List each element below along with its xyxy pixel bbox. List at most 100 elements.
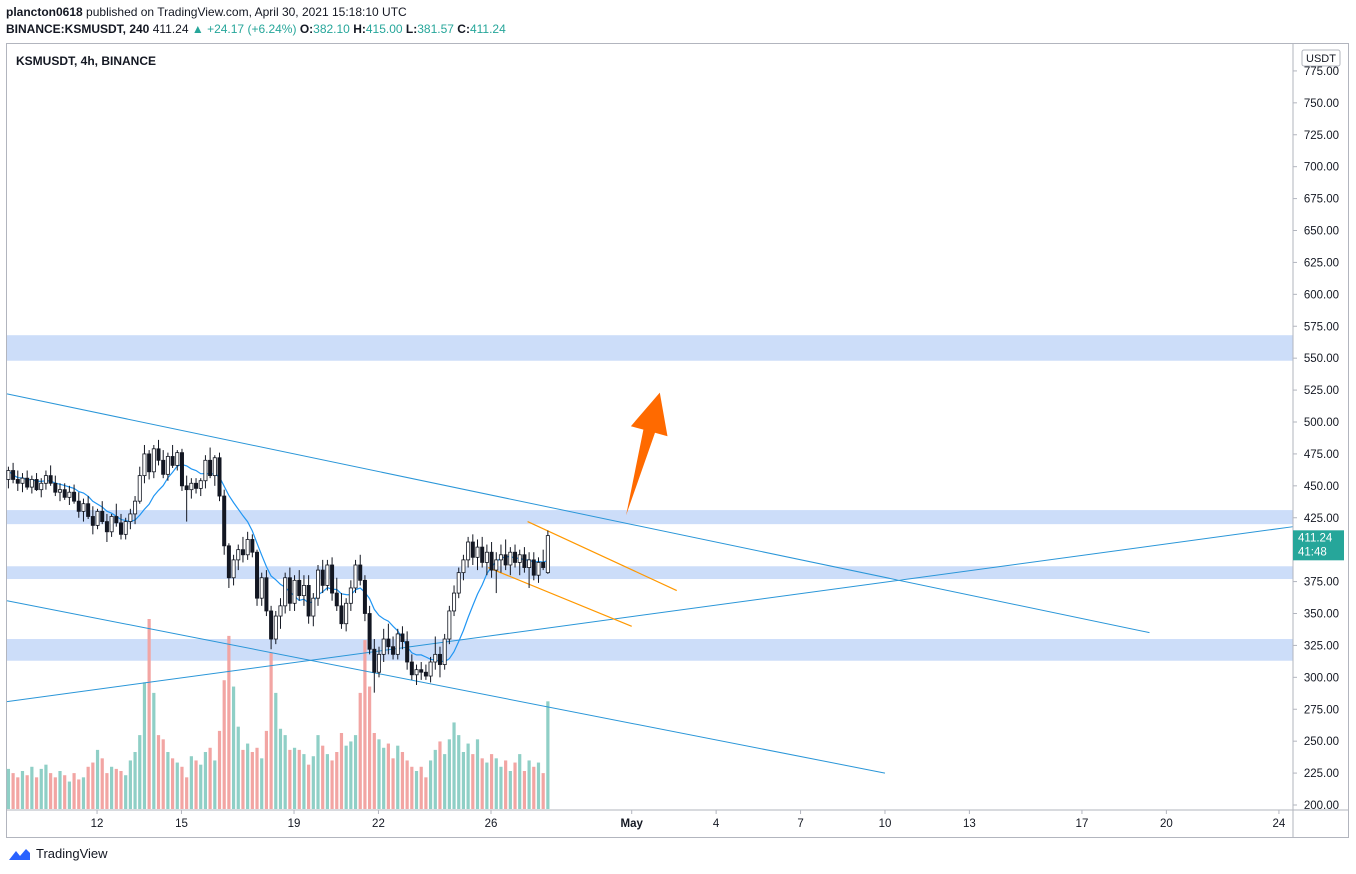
y-tick-label: 325.00 xyxy=(1304,640,1339,652)
volume-bar xyxy=(335,752,339,809)
candle-up xyxy=(456,572,461,594)
y-tick-label: 250.00 xyxy=(1304,736,1339,748)
volume-bar xyxy=(250,752,254,809)
candle-down xyxy=(222,495,227,547)
candle-down xyxy=(423,671,428,677)
volume-bar xyxy=(325,754,329,809)
candle-down xyxy=(194,482,199,489)
candle-up xyxy=(58,489,63,493)
volume-bar xyxy=(156,735,161,809)
volume-bar xyxy=(339,733,344,809)
volume-bar xyxy=(213,760,217,809)
candle-up xyxy=(95,510,100,526)
candles xyxy=(6,439,550,693)
volume-bar xyxy=(217,730,222,809)
y-tick-label: 500.00 xyxy=(1304,417,1339,429)
volume-bar xyxy=(128,760,132,809)
candle-down xyxy=(25,477,30,488)
volume-bar xyxy=(508,771,512,809)
volume-bar xyxy=(119,771,123,809)
candle-down xyxy=(118,522,123,535)
volume-bar xyxy=(11,773,15,809)
volume-bar xyxy=(541,773,545,809)
zone-3 xyxy=(7,639,1293,661)
candle-down xyxy=(470,541,475,558)
close-label: C: xyxy=(457,22,470,36)
candle-down xyxy=(541,562,546,568)
volume-bar xyxy=(180,766,184,809)
y-tick-label: 550.00 xyxy=(1304,353,1339,365)
volume-bar xyxy=(133,752,137,809)
volume-bar xyxy=(203,752,208,809)
y-tick-label: 475.00 xyxy=(1304,449,1339,461)
candle-down xyxy=(503,554,508,566)
volume-bar xyxy=(414,771,419,809)
candle-up xyxy=(475,546,480,558)
zone-2 xyxy=(7,566,1293,580)
candle-up xyxy=(259,577,264,599)
candle-down xyxy=(250,539,255,553)
volume-bar xyxy=(53,777,57,809)
volume-bar xyxy=(44,764,48,809)
support-resistance-zones xyxy=(7,335,1293,661)
x-tick-label: May xyxy=(621,818,644,830)
candle-up xyxy=(433,653,438,663)
volume-bar xyxy=(105,773,109,809)
volume-bar xyxy=(208,747,212,809)
volume-bar xyxy=(16,777,20,809)
moving-average xyxy=(7,463,549,663)
volume-bar xyxy=(518,754,522,809)
volume-bar xyxy=(241,749,245,809)
last-price-badge xyxy=(1293,530,1344,561)
candle-up xyxy=(466,541,471,561)
candle-up xyxy=(6,470,11,480)
volume-bar xyxy=(499,766,503,809)
candle-up xyxy=(133,500,138,515)
candle-up xyxy=(39,482,44,491)
candle-down xyxy=(34,479,39,491)
volume-bar xyxy=(316,735,320,809)
candle-down xyxy=(114,516,119,524)
volume-bar xyxy=(297,749,301,809)
candle-up xyxy=(203,459,208,482)
candle-up xyxy=(151,448,156,473)
currency-label: USDT xyxy=(1306,53,1336,65)
volume-bar xyxy=(20,771,25,809)
volume-bar xyxy=(77,779,81,809)
volume-bar xyxy=(255,747,259,809)
volume-bar xyxy=(522,771,527,809)
volume-bar xyxy=(443,754,447,809)
volume-bar xyxy=(475,739,480,809)
candle-down xyxy=(339,605,344,625)
candle-up xyxy=(231,559,236,579)
candle-down xyxy=(400,633,405,642)
zone-0 xyxy=(7,335,1293,361)
volume-bar xyxy=(260,758,264,809)
author-name[interactable]: plancton0618 xyxy=(6,5,83,19)
candle-down xyxy=(330,564,335,594)
volume-bar xyxy=(278,728,283,809)
candle-up xyxy=(20,477,25,484)
chart-title: KSMUSDT, 4h, BINANCE xyxy=(16,54,157,68)
volume-bar xyxy=(461,752,466,809)
volume-bar xyxy=(114,768,118,809)
candle-up xyxy=(165,456,170,475)
volume-bar xyxy=(480,758,484,809)
candle-up xyxy=(278,605,283,617)
candle-down xyxy=(170,456,175,466)
trendline-ascending-support xyxy=(6,526,1294,703)
tradingview-logo[interactable]: TradingView xyxy=(6,846,108,861)
candle-down xyxy=(531,559,536,576)
flag-channel-line-0 xyxy=(527,521,677,592)
candle-up xyxy=(283,577,288,607)
up-arrow xyxy=(626,392,668,516)
volume-bar xyxy=(410,766,414,809)
y-tick-label: 350.00 xyxy=(1304,609,1339,621)
candle-down xyxy=(419,669,424,673)
forecast-arrow xyxy=(626,392,668,516)
candle-down xyxy=(437,653,442,665)
currency-badge xyxy=(1301,49,1341,67)
volume-bar xyxy=(485,762,489,809)
candle-up xyxy=(447,610,452,640)
